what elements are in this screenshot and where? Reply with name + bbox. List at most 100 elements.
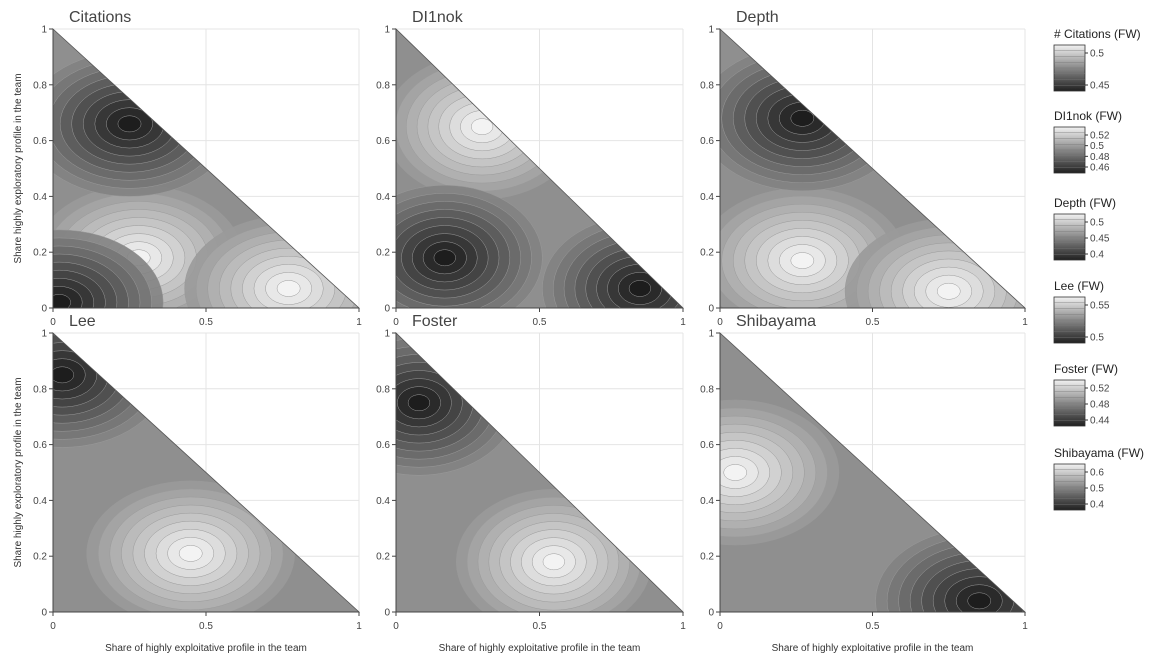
y-tick-label: 1 xyxy=(384,329,390,340)
y-tick-label: 0.8 xyxy=(33,80,47,91)
colorbar-title: # Citations (FW) xyxy=(1054,27,1141,41)
colorbar-title: Depth (FW) xyxy=(1054,196,1116,210)
y-tick-label: 0.4 xyxy=(376,496,390,507)
contour-field xyxy=(396,333,683,612)
contour-band xyxy=(790,252,815,269)
contour-field xyxy=(53,333,359,612)
y-tick-label: 0.6 xyxy=(33,440,47,451)
y-tick-label: 0.6 xyxy=(376,136,390,147)
y-tick-label: 0 xyxy=(41,608,47,619)
x-tick-label: 0.5 xyxy=(533,317,547,328)
y-tick-label: 0.4 xyxy=(700,496,714,507)
colorbar-2: DI1nok (FW) 0.520.50.480.46 xyxy=(1053,109,1122,174)
y-tick-label: 0 xyxy=(41,304,47,315)
y-tick-label: 1 xyxy=(384,25,390,36)
y-tick-label: 0 xyxy=(384,608,390,619)
y-tick-label: 0.8 xyxy=(376,80,390,91)
x-tick-label: 0 xyxy=(393,317,399,328)
colorbar-title: Foster (FW) xyxy=(1054,362,1118,376)
y-tick-label: 1 xyxy=(708,25,714,36)
x-tick-label: 1 xyxy=(1022,621,1028,632)
y-tick-label: 0.4 xyxy=(376,192,390,203)
y-axis-label: Share highly exploratory profile in the … xyxy=(13,73,24,263)
y-axis-label: Share highly exploratory profile in the … xyxy=(13,377,24,567)
contour-band xyxy=(117,115,142,133)
colorbar-title: Lee (FW) xyxy=(1054,279,1104,293)
y-tick-label: 0.8 xyxy=(700,80,714,91)
panel-title: Depth xyxy=(736,9,779,26)
y-tick-label: 0 xyxy=(708,304,714,315)
colorbar-tick-label: 0.4 xyxy=(1090,500,1104,511)
colorbar-tick-label: 0.6 xyxy=(1090,468,1104,479)
y-tick-label: 0.6 xyxy=(700,136,714,147)
colorbar-tick-label: 0.5 xyxy=(1090,141,1104,152)
x-tick-label: 1 xyxy=(680,317,686,328)
x-tick-label: 0 xyxy=(50,317,56,328)
contour-band xyxy=(790,109,815,127)
contour-band xyxy=(433,249,456,267)
panel-1: 0 0.5 1 0 0.2 0.4 0.6 0.8 1 Citations Share highly… xyxy=(13,9,362,328)
colorbar-1: # Citations (FW) 0.5 0.45 xyxy=(1053,27,1141,92)
y-tick-label: 0.6 xyxy=(700,440,714,451)
x-tick-label: 0.5 xyxy=(199,317,213,328)
colorbar-tick-label: 0.48 xyxy=(1090,152,1110,163)
y-tick-label: 0.2 xyxy=(376,552,390,563)
panel-3: 0 0.5 1 0 0.2 0.4 0.6 0.8 1 Depth xyxy=(700,9,1028,328)
x-tick-label: 0 xyxy=(393,621,399,632)
y-tick-label: 0.8 xyxy=(376,384,390,395)
x-tick-label: 0.5 xyxy=(866,317,880,328)
colorbar-6: Shibayama (FW) 0.6 0.5 0.4 xyxy=(1053,446,1144,511)
y-tick-label: 0.6 xyxy=(376,440,390,451)
colorbar-tick-label: 0.52 xyxy=(1090,131,1110,142)
x-axis-label: Share of highly exploitative profile in … xyxy=(105,643,307,654)
x-tick-label: 1 xyxy=(356,621,362,632)
colorbar-tick-label: 0.4 xyxy=(1090,250,1104,261)
colorbar-tick-label: 0.52 xyxy=(1090,384,1110,395)
x-tick-label: 0.5 xyxy=(199,621,213,632)
colorbar-5: Foster (FW) 0.52 0.48 0.44 xyxy=(1053,362,1118,427)
contour-field xyxy=(396,29,683,308)
contour-band xyxy=(723,464,748,481)
colorbar-title: Shibayama (FW) xyxy=(1054,446,1144,460)
x-tick-label: 0 xyxy=(717,621,723,632)
panel-title: DI1nok xyxy=(412,9,464,26)
y-tick-label: 0 xyxy=(708,608,714,619)
y-tick-label: 0.4 xyxy=(33,192,47,203)
contour-band xyxy=(53,366,74,384)
colorbar-tick-label: 0.48 xyxy=(1090,400,1110,411)
panel-title: Lee xyxy=(69,313,96,330)
contour-band xyxy=(276,280,301,297)
contour-band xyxy=(542,553,565,571)
colorbar-tick-label: 0.45 xyxy=(1090,234,1110,245)
contour-band xyxy=(471,118,494,135)
panel-title: Citations xyxy=(69,9,131,26)
x-axis-label: Share of highly exploitative profile in … xyxy=(772,643,974,654)
x-tick-label: 1 xyxy=(356,317,362,328)
contour-band xyxy=(628,280,652,297)
colorbar-4: Lee (FW) 0.55 0.5 xyxy=(1053,279,1110,344)
x-tick-label: 1 xyxy=(680,621,686,632)
y-tick-label: 1 xyxy=(41,25,47,36)
y-tick-label: 0.2 xyxy=(700,248,714,259)
panel-2: 0 0.5 1 0 0.2 0.4 0.6 0.8 1 DI1nok xyxy=(376,9,686,328)
y-tick-label: 1 xyxy=(708,329,714,340)
colorbar-tick-label: 0.5 xyxy=(1090,218,1104,229)
y-tick-label: 0.8 xyxy=(700,384,714,395)
colorbar-3: Depth (FW) 0.5 0.45 0.4 xyxy=(1053,196,1116,261)
x-tick-label: 0.5 xyxy=(866,621,880,632)
x-tick-label: 0.5 xyxy=(533,621,547,632)
colorbar-tick-label: 0.5 xyxy=(1090,484,1104,495)
colorbar-tick-label: 0.46 xyxy=(1090,163,1110,174)
colorbar-tick-label: 0.45 xyxy=(1090,81,1110,92)
colorbar-tick-label: 0.5 xyxy=(1090,333,1104,344)
x-tick-label: 1 xyxy=(1022,317,1028,328)
x-tick-label: 0 xyxy=(717,317,723,328)
contour-band xyxy=(407,394,431,412)
contour-band xyxy=(936,282,961,300)
contour-field xyxy=(53,29,359,308)
